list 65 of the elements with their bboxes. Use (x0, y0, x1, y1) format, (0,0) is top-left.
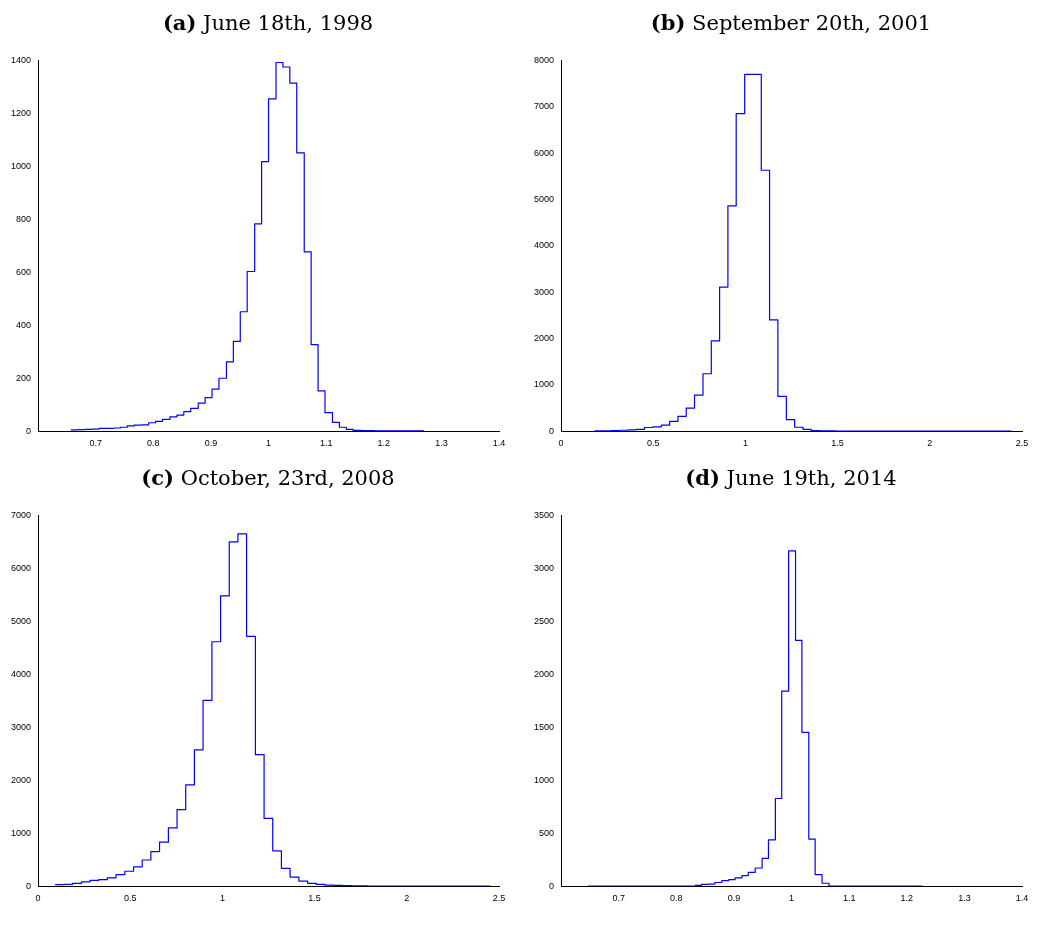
x-tick-label: 0.8 (147, 438, 160, 449)
y-tick-label: 4000 (10, 668, 32, 679)
x-tick-label: 2.5 (492, 893, 506, 904)
chart-title: (c) October, 23rd, 2008 (141, 465, 395, 490)
x-tick-label: 1.1 (319, 438, 333, 449)
x-tick-label: 0.5 (646, 438, 660, 449)
y-tick-label: 7000 (10, 509, 32, 520)
y-tick-label: 400 (15, 319, 32, 330)
x-tick-label: 1 (742, 438, 748, 449)
y-tick-label: 5000 (10, 615, 32, 626)
y-tick-label: 3500 (533, 509, 555, 520)
x-tick-label: 1.2 (377, 438, 391, 449)
y-tick-label: 3000 (10, 721, 32, 732)
y-tick-label: 200 (15, 372, 32, 383)
x-tick-label: 2.5 (1015, 438, 1029, 449)
y-tick-label: 0 (26, 425, 32, 436)
y-tick-label: 3000 (533, 562, 555, 573)
x-tick-label: 2 (404, 893, 410, 904)
y-tick-label: 0 (549, 880, 555, 891)
y-tick-label: 800 (15, 213, 32, 224)
y-tick-label: 1500 (533, 721, 555, 732)
x-tick-label: 0 (558, 438, 564, 449)
y-tick-label: 0 (26, 880, 32, 891)
y-tick-label: 4000 (533, 240, 555, 251)
y-tick-label: 2500 (533, 615, 555, 626)
x-tick-label: 1.3 (435, 438, 448, 449)
y-tick-label: 500 (538, 827, 555, 838)
x-tick-label: 0 (35, 893, 41, 904)
x-tick-label: 2 (927, 438, 933, 449)
chart-title: (a) June 18th, 1998 (162, 10, 374, 35)
y-tick-label: 7000 (533, 101, 555, 112)
y-tick-label: 1400 (10, 54, 32, 65)
x-tick-label: 1.3 (958, 893, 971, 904)
y-tick-label: 2000 (10, 774, 32, 785)
y-tick-label: 1000 (533, 774, 555, 785)
x-tick-label: 1.1 (842, 893, 856, 904)
y-tick-label: 3000 (533, 286, 555, 297)
y-tick-label: 0 (549, 425, 555, 436)
y-tick-label: 2000 (533, 332, 555, 343)
x-tick-label: 0.7 (89, 438, 102, 449)
x-tick-label: 0.7 (612, 893, 625, 904)
y-tick-label: 600 (15, 266, 32, 277)
y-tick-label: 2000 (533, 668, 555, 679)
y-tick-label: 6000 (10, 562, 32, 573)
x-tick-label: 1 (219, 893, 225, 904)
x-tick-label: 0.9 (204, 438, 218, 449)
chart-title: (d) June 19th, 2014 (685, 465, 897, 490)
x-tick-label: 0.9 (727, 893, 741, 904)
x-tick-label: 0.8 (670, 893, 683, 904)
x-tick-label: 1 (266, 438, 272, 449)
x-tick-label: 1.2 (900, 893, 914, 904)
x-tick-label: 1.5 (308, 893, 321, 904)
y-tick-label: 1000 (10, 827, 32, 838)
x-tick-label: 0.5 (123, 893, 137, 904)
y-tick-label: 6000 (533, 147, 555, 158)
y-tick-label: 1000 (533, 379, 555, 390)
y-tick-label: 8000 (533, 54, 555, 65)
y-tick-label: 1200 (10, 107, 32, 118)
x-tick-label: 1 (789, 893, 795, 904)
y-tick-label: 5000 (533, 193, 555, 204)
x-tick-label: 1.4 (492, 438, 506, 449)
y-tick-label: 1000 (10, 160, 32, 171)
chart-title: (b) September 20th, 2001 (650, 10, 932, 35)
x-tick-label: 1.5 (831, 438, 844, 449)
x-tick-label: 1.4 (1015, 893, 1029, 904)
